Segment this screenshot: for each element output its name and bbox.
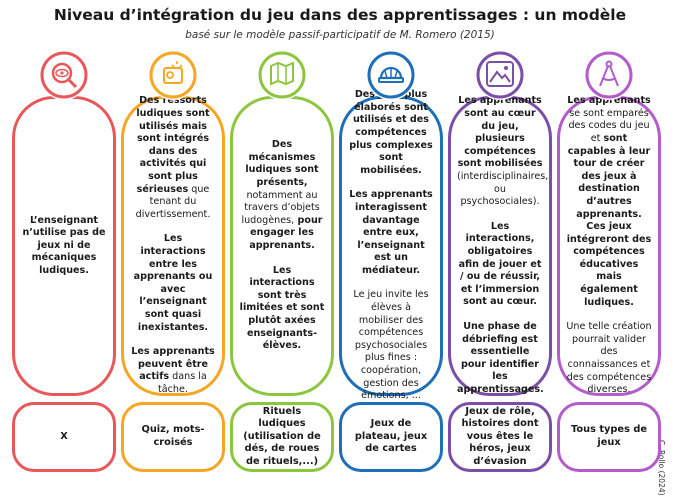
text-run: sont capables à leur tour de créer des j…: [566, 132, 652, 308]
paragraph: Des mécanismes ludiques sont présents, n…: [239, 139, 325, 252]
paragraph: Les apprenants peuvent être actifs dans …: [130, 346, 216, 396]
text-run: Les apprenants peuvent être actifs: [131, 346, 215, 383]
text-run: Des ressorts ludiques sont utilisés mais…: [136, 95, 210, 195]
icon-graphic: [476, 51, 524, 99]
icon-graphic: [149, 51, 197, 99]
examples-box: Quiz, mots-croisés: [121, 402, 225, 472]
icon-graphic: [258, 51, 306, 99]
paragraph: Les interactions sont très limitées et s…: [239, 265, 325, 353]
page: {"title": "Niveau d’intégration du jeu d…: [12, 6, 666, 496]
examples-box: Jeux de rôle, histoires dont vous êtes l…: [448, 402, 552, 472]
paragraph: Le jeu invite les élèves à mobiliser des…: [348, 289, 434, 402]
text-run: Une telle création pourrait valider des …: [566, 321, 652, 396]
level-column: Les apprenants sont au cœur du jeu, plus…: [448, 50, 552, 474]
icon-graphic: [40, 51, 88, 99]
text-run: Une phase de débriefing est essentielle …: [457, 320, 544, 395]
paragraph: Des ressorts ludiques sont utilisés mais…: [130, 95, 216, 221]
paragraph: Une telle création pourrait valider des …: [566, 321, 652, 397]
paragraph: Les apprenants interagissent davantage e…: [348, 189, 434, 277]
paragraph: Des jeux plus élaborés sont utilisés et …: [348, 89, 434, 177]
paragraph: Les interactions, obligatoires afin de j…: [457, 221, 543, 309]
text-run: pour engager les apprenants.: [249, 214, 323, 251]
level-icon: [366, 50, 416, 100]
level-column: Les apprenants se sont emparés des codes…: [557, 50, 661, 474]
text-run: L’enseignant n’utilise pas de jeux ni de…: [22, 214, 106, 276]
level-icon: [39, 50, 89, 100]
paragraph: Les apprenants sont au cœur du jeu, plus…: [457, 95, 548, 208]
text-run: Les interactions sont très limitées et s…: [239, 264, 325, 352]
paragraph: L’enseignant n’utilise pas de jeux ni de…: [21, 215, 107, 278]
level-icon: [475, 50, 525, 100]
subtitle: basé sur le modèle passif-participatif d…: [185, 29, 495, 41]
paragraph: Une phase de débriefing est essentielle …: [457, 320, 544, 397]
examples-box: X: [12, 402, 116, 472]
text-run: (interdisciplinaires, ou psychosociales)…: [457, 171, 549, 208]
description-box: Les apprenants se sont emparés des codes…: [557, 95, 661, 397]
text-run: Des jeux plus élaborés sont utilisés et …: [349, 89, 433, 176]
text-run: Les apprenants interagissent davantage e…: [349, 189, 433, 276]
level-column: Des jeux plus élaborés sont utilisés et …: [339, 50, 443, 474]
description-box: L’enseignant n’utilise pas de jeux ni de…: [12, 96, 116, 396]
text-run: que tenant du divertissement.: [135, 183, 211, 220]
examples-box: Jeux de plateau, jeux de cartes: [339, 402, 443, 472]
text-run: Les apprenants sont au cœur du jeu, plus…: [457, 95, 543, 170]
examples-box: Tous types de jeux: [557, 402, 661, 472]
examples-box: Rituels ludiques (utilisation de dés, de…: [230, 402, 334, 472]
description-box: Des jeux plus élaborés sont utilisés et …: [339, 89, 443, 401]
text-run: notamment au travers d’objets ludogènes,: [241, 189, 320, 226]
text-run: dans la tâche.: [158, 371, 207, 395]
level-column: Des mécanismes ludiques sont présents, n…: [230, 50, 334, 474]
text-run: Les interactions entre les apprenants ou…: [133, 233, 213, 333]
text-run: Le jeu invite les élèves à mobiliser des…: [353, 289, 429, 402]
paragraph: Les interactions entre les apprenants ou…: [130, 233, 216, 334]
description-box: Les apprenants sont au cœur du jeu, plus…: [448, 95, 552, 397]
level-icon: [148, 50, 198, 100]
text-run: Des mécanismes ludiques sont présents,: [245, 139, 319, 189]
description-box: Des mécanismes ludiques sont présents, n…: [230, 96, 334, 396]
level-column: L’enseignant n’utilise pas de jeux ni de…: [12, 50, 116, 474]
text-run: Les apprenants: [567, 95, 651, 107]
level-icon: [584, 50, 634, 100]
title: Niveau d’intégration du jeu dans des app…: [53, 6, 627, 24]
icon-graphic: [367, 51, 415, 99]
paragraph: Les apprenants se sont emparés des codes…: [566, 95, 652, 309]
level-column: Des ressorts ludiques sont utilisés mais…: [121, 50, 225, 474]
text-run: se sont emparés des codes du jeu et: [568, 107, 650, 144]
text-run: Les interactions, obligatoires afin de j…: [458, 220, 542, 308]
icon-graphic: [585, 51, 633, 99]
description-box: Des ressorts ludiques sont utilisés mais…: [121, 95, 225, 396]
level-icon: [257, 50, 307, 100]
